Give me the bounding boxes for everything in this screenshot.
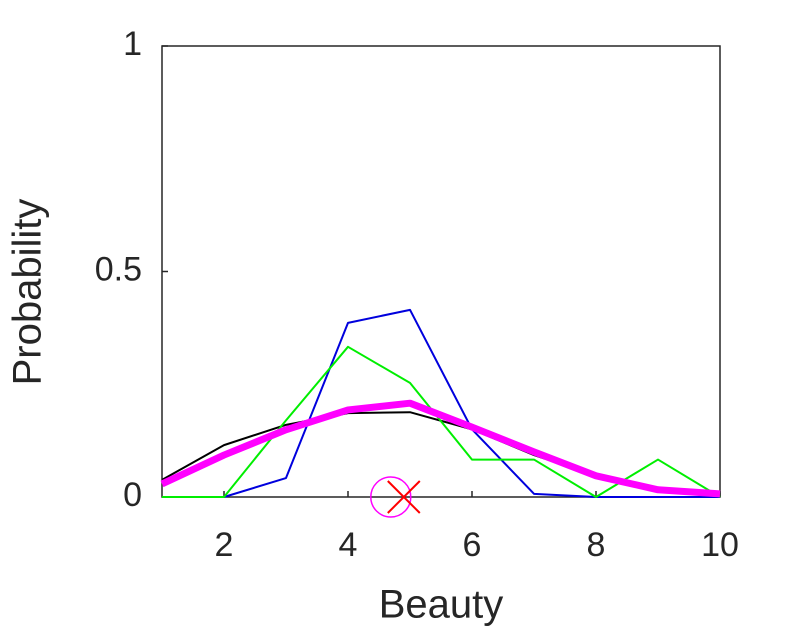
marker-circle: [370, 476, 412, 518]
marker-cross: [387, 480, 421, 514]
x-tick-label: 2: [215, 526, 234, 564]
x-tick-label: 4: [339, 526, 358, 564]
series-line: [162, 308, 720, 498]
series-line: [160, 399, 721, 498]
x-tick-label: 10: [701, 526, 739, 564]
y-tick-label: 0: [123, 476, 142, 514]
x-axis-label: Beauty: [379, 583, 504, 627]
y-tick-label: 0.5: [95, 250, 142, 288]
plot-frame: [161, 45, 721, 498]
series-line: [162, 345, 721, 498]
x-tick-label: 6: [463, 526, 482, 564]
y-axis-label: Probability: [6, 199, 50, 386]
x-tick-label: 8: [587, 526, 606, 564]
y-tick-label: 1: [123, 25, 142, 63]
